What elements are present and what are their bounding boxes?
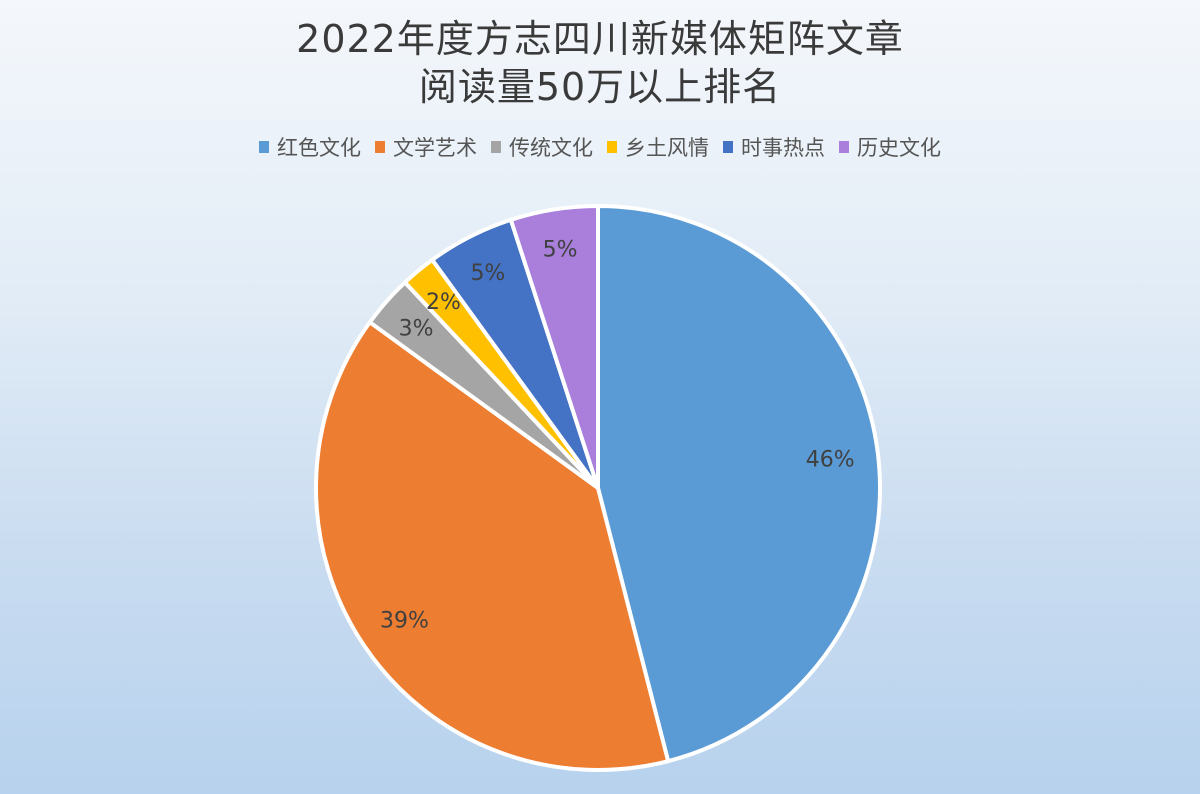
legend-item: 传统文化 (491, 132, 593, 162)
legend-swatch (375, 141, 385, 153)
legend-swatch (723, 141, 733, 153)
legend-label: 传统文化 (509, 136, 593, 160)
legend-item: 历史文化 (839, 132, 941, 162)
data-label: 3% (399, 317, 434, 342)
pie-slice (596, 203, 882, 764)
data-label: 39% (380, 609, 429, 634)
legend-item: 文学艺术 (375, 132, 477, 162)
legend-swatch (839, 141, 849, 153)
legend-label: 红色文化 (277, 136, 361, 160)
legend-item: 时事热点 (723, 132, 825, 162)
chart-title-line-2: 阅读量50万以上排名 (418, 65, 782, 109)
legend-label: 时事热点 (741, 136, 825, 160)
legend-item: 红色文化 (259, 132, 361, 162)
legend-item: 乡土风情 (607, 132, 709, 162)
pie-slice (314, 319, 671, 772)
legend: 红色文化 文学艺术 传统文化 乡土风情 时事热点 历史文化 (0, 132, 1200, 162)
legend-label: 乡土风情 (625, 136, 709, 160)
data-label: 5% (470, 261, 505, 286)
data-label: 5% (543, 237, 578, 262)
legend-label: 文学艺术 (393, 136, 477, 160)
data-label: 46% (806, 448, 855, 473)
chart-title-line-1: 2022年度方志四川新媒体矩阵文章 (296, 17, 904, 61)
pie-slice (508, 203, 600, 489)
legend-swatch (491, 141, 501, 153)
legend-swatch (607, 141, 617, 153)
legend-label: 历史文化 (857, 136, 941, 160)
legend-swatch (259, 141, 269, 153)
